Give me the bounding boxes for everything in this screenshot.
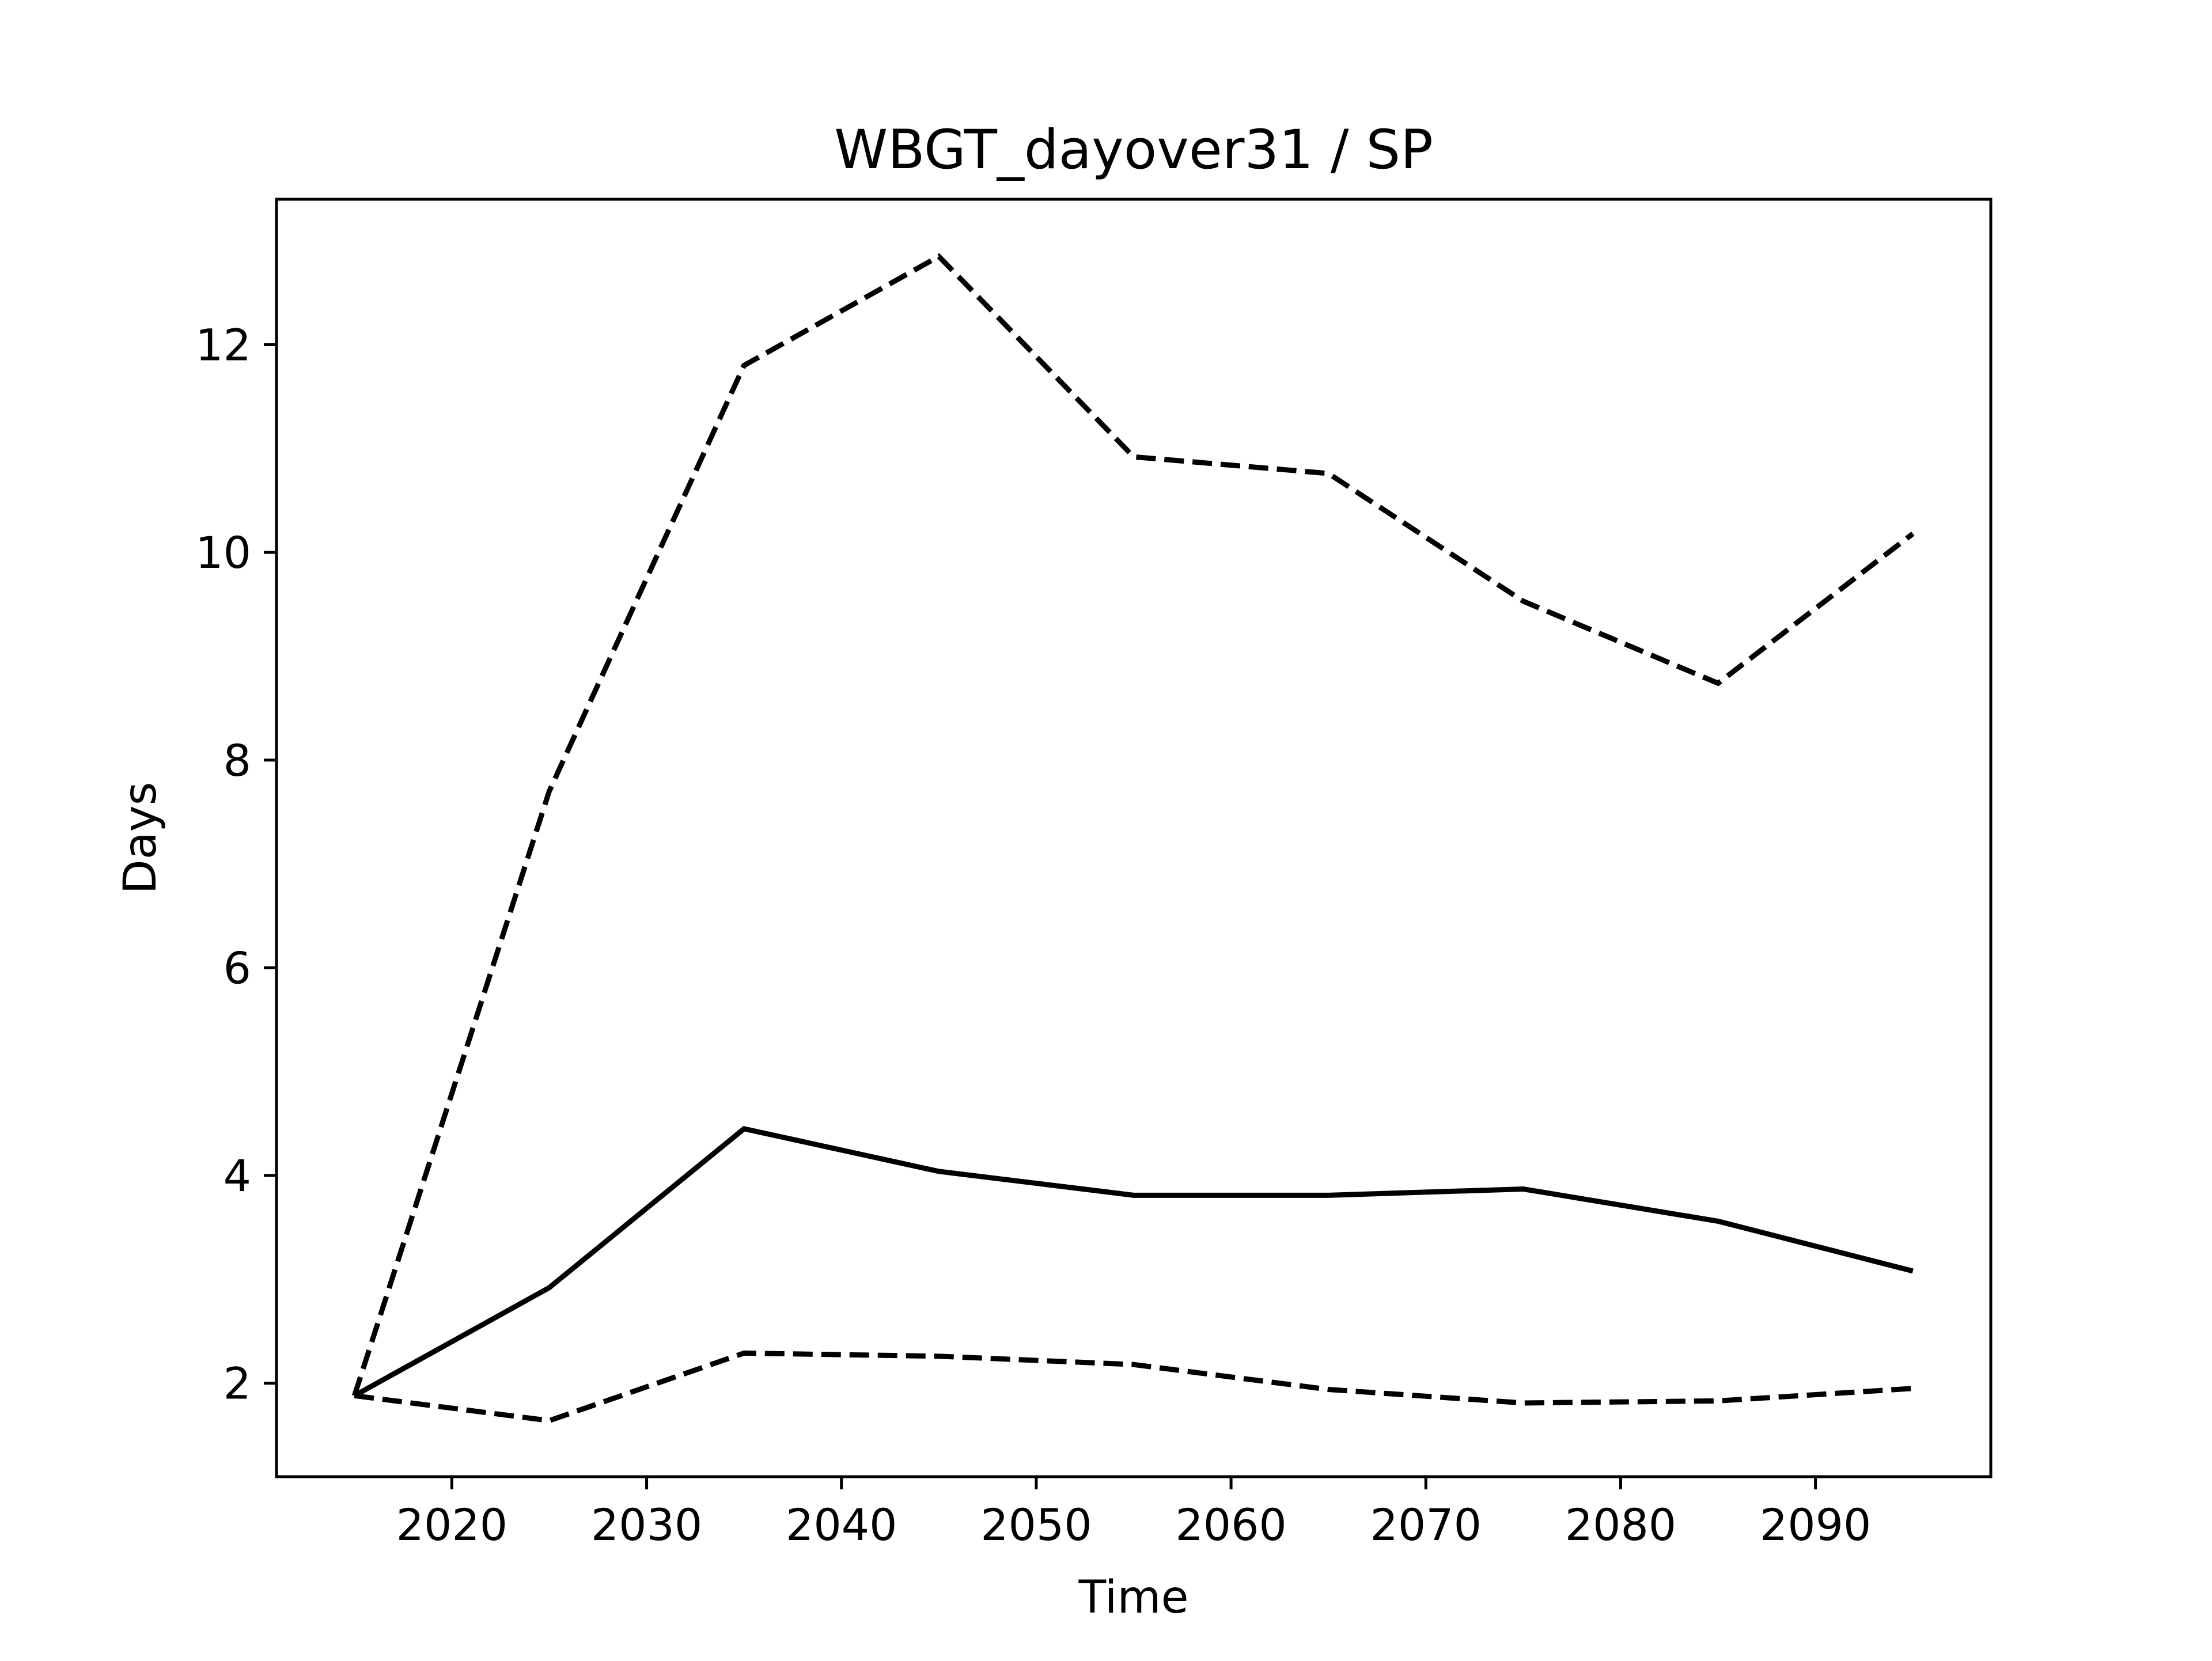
x-tick-label: 2040: [786, 1499, 897, 1550]
plot-frame: [275, 198, 1993, 1478]
dashed-series-line-3: [354, 1350, 1914, 1424]
y-tick-label: 8: [224, 735, 251, 786]
x-tick-label: 2070: [1370, 1499, 1482, 1550]
x-tick-label: 2090: [1760, 1499, 1871, 1550]
x-tick-label: 2020: [396, 1499, 507, 1550]
y-tick-label: 10: [195, 527, 251, 578]
dashed-series-line-1: [351, 253, 1915, 1397]
y-tick-label: 2: [224, 1358, 251, 1409]
y-axis: 2 4 6 8 10 12: [195, 319, 276, 1409]
x-tick-label: 2050: [980, 1499, 1092, 1550]
x-tick-label: 2030: [591, 1499, 702, 1550]
y-tick-label: 4: [224, 1150, 251, 1201]
solid-series-line-2: [353, 1126, 1914, 1398]
y-tick-label: 6: [224, 942, 251, 993]
plot-lines: [351, 253, 1915, 1424]
x-tick-label: 2060: [1175, 1499, 1286, 1550]
chart-title: WBGT_dayover31 / SP: [834, 119, 1433, 181]
x-tick-label: 2080: [1565, 1499, 1676, 1550]
x-axis-label: Time: [1078, 1572, 1189, 1624]
y-axis-label: Days: [115, 782, 166, 894]
x-axis: 2020 2030 2040 2050 2060 2070 2080 2090: [396, 1477, 1871, 1550]
y-tick-label: 12: [195, 319, 251, 370]
